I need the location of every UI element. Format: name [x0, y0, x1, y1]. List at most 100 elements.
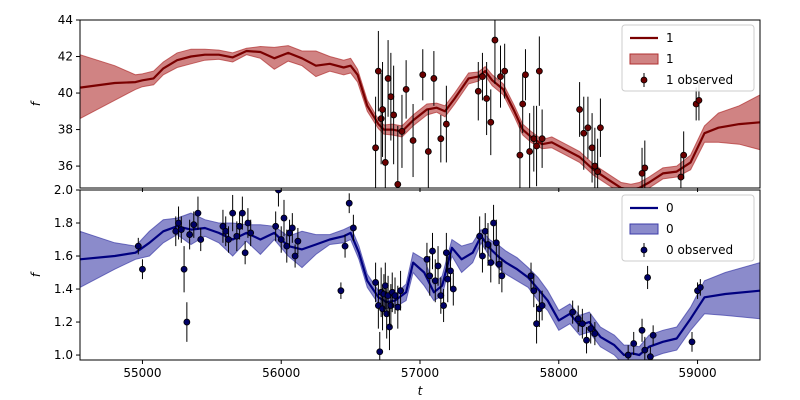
panel-0-ylabel: f — [29, 100, 43, 106]
panel-1-observed-point — [175, 219, 182, 227]
panel-0-observed-point — [591, 162, 599, 170]
panel-1-ytick-label: 1.4 — [54, 282, 73, 296]
panel-1-observed-point — [440, 302, 447, 309]
panel-1-observed-point — [397, 287, 404, 295]
panel-1-xlabel: t — [418, 384, 424, 398]
panel-0-observed-point — [394, 180, 402, 188]
panel-1-observed-point — [379, 305, 386, 313]
panel-1-observed-point — [229, 209, 237, 217]
panel-0-observed-point — [530, 135, 538, 143]
panel-0-observed-point — [390, 111, 398, 119]
panel-0-observed-point — [381, 159, 389, 166]
panel-0-observed-point — [409, 137, 417, 144]
panel-1-ytick-label: 1.2 — [54, 315, 73, 329]
panel-1-observed-point — [194, 209, 202, 217]
panel-0-observed-point — [379, 106, 386, 113]
panel-1-legend-label: 0 — [666, 222, 674, 236]
panel-1-observed-point — [538, 302, 546, 309]
panel-1-observed-point — [587, 325, 595, 333]
panel-1-observed-point — [442, 249, 450, 257]
panel-1-observed-point — [272, 222, 280, 230]
panel-1-observed-point — [288, 224, 296, 232]
panel-1-observed-point — [574, 315, 582, 323]
panel-1-observed-point — [283, 242, 291, 250]
panel-0-ytick-label: 40 — [58, 86, 73, 100]
panel-0-observed-point — [677, 173, 685, 181]
panel-0-legend: 1 1 1 observed — [621, 24, 755, 92]
panel-1-observed-point — [247, 229, 255, 237]
panel-1-observed-point — [275, 190, 282, 194]
panel-1-observed-point — [487, 259, 495, 267]
panel-1-observed-point — [479, 252, 486, 260]
panel-0-observed-point — [419, 71, 427, 79]
panel-1-observed-point — [172, 227, 180, 235]
panel-0-confidence-band — [80, 45, 760, 188]
panel-1-xtick-label: 56000 — [262, 366, 300, 380]
panel-0-observed-point — [501, 67, 509, 75]
panel-1-observed-point — [490, 219, 497, 227]
panel-1-observed-point — [437, 292, 445, 300]
panel-1-observed-point — [197, 236, 205, 243]
panel-1-observed-point — [533, 320, 540, 328]
panel-1-observed-point — [291, 252, 299, 260]
panel-1-legend-label: 0 — [666, 201, 674, 215]
panel-1-ytick-label: 1.8 — [54, 216, 73, 230]
panel-1-observed-point — [386, 323, 393, 331]
panel-1-observed-point — [492, 239, 500, 247]
panel-1-observed-point — [431, 277, 439, 285]
panel-1-plot-area — [80, 190, 760, 360]
panel-0-observed-point — [695, 96, 703, 104]
panel-0-observed-point — [680, 151, 688, 159]
panel-1-observed-point — [646, 353, 654, 360]
panel-0-ytick-label: 38 — [58, 123, 73, 137]
panel-0-observed-point — [594, 168, 602, 175]
panel-1-observed-point — [139, 265, 146, 273]
panel-0-observed-point — [430, 75, 438, 82]
panel-1-observed-point — [423, 255, 431, 263]
panel-1-observed-point — [644, 274, 651, 281]
panel-0-observed-point — [641, 164, 649, 172]
panel-0-observed-point — [580, 129, 588, 137]
panel-0-observed-point — [372, 144, 379, 152]
panel-1-observed-point — [238, 209, 246, 217]
panel-1-observed-point — [345, 199, 353, 207]
panel-0-observed-point — [402, 85, 410, 93]
panel-0-observed-point — [387, 93, 395, 101]
panel-0-observed-point — [535, 67, 543, 75]
panel-0-observed-point — [442, 120, 450, 128]
panel-0-ytick-label: 36 — [58, 159, 73, 173]
panel-1-observed-point — [495, 260, 503, 268]
panel-1-observed-point — [349, 224, 357, 232]
panel-1-observed-point — [337, 287, 345, 295]
panel-1-observed-point — [236, 222, 243, 230]
panel-1-legend-marker-swatch — [640, 246, 648, 254]
panel-0-plot-area — [80, 20, 760, 188]
panel-1-observed-point — [341, 242, 349, 250]
panel-0-model-line — [80, 49, 760, 188]
panel-1-observed-point — [527, 272, 535, 280]
panel-1-observed-point — [498, 272, 506, 280]
panel-1-observed-point — [134, 242, 142, 250]
panel-0-observed-point — [538, 135, 546, 143]
panel-1-observed-point — [449, 285, 457, 293]
panel-1-observed-point — [280, 214, 288, 222]
panel-0-legend-label: 1 — [666, 31, 674, 45]
panel-1-legend: 0 0 0 observed — [621, 194, 755, 262]
panel-1-observed-point — [688, 338, 696, 346]
panel-0-observed-point — [374, 67, 382, 75]
panel-1-ylabel: f — [29, 271, 43, 277]
panel-1-observed-point — [394, 303, 402, 311]
panel-0-observed-point — [491, 36, 499, 44]
panel-1-observed-point — [372, 279, 379, 286]
panel-0-observed-point — [516, 151, 524, 159]
panel-1-observed-point — [183, 318, 191, 326]
panel-0-observed-point — [638, 169, 646, 177]
panel-1-observed-point — [277, 236, 285, 243]
panel-1-observed-point — [476, 232, 484, 240]
panel-0-observed-point — [526, 148, 534, 155]
panel-1-legend-box — [621, 194, 755, 262]
panel-1-legend-label: 0 observed — [666, 243, 733, 257]
panel-1-observed-point — [444, 275, 452, 283]
panel-0-observed-point — [398, 127, 406, 135]
